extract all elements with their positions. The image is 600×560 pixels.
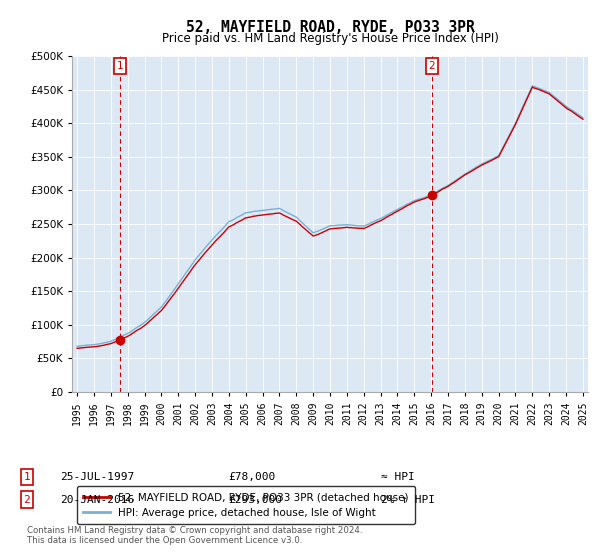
Text: 52, MAYFIELD ROAD, RYDE, PO33 3PR: 52, MAYFIELD ROAD, RYDE, PO33 3PR bbox=[185, 20, 475, 35]
Text: £293,000: £293,000 bbox=[228, 494, 282, 505]
Text: 25-JUL-1997: 25-JUL-1997 bbox=[60, 472, 134, 482]
Text: ≈ HPI: ≈ HPI bbox=[381, 472, 415, 482]
Text: Price paid vs. HM Land Registry's House Price Index (HPI): Price paid vs. HM Land Registry's House … bbox=[161, 32, 499, 45]
Text: Contains HM Land Registry data © Crown copyright and database right 2024.
This d: Contains HM Land Registry data © Crown c… bbox=[27, 526, 362, 545]
Text: 1: 1 bbox=[117, 61, 124, 71]
Text: 2% ↑ HPI: 2% ↑ HPI bbox=[381, 494, 435, 505]
Text: 1: 1 bbox=[23, 472, 31, 482]
Text: £78,000: £78,000 bbox=[228, 472, 275, 482]
Legend: 52, MAYFIELD ROAD, RYDE, PO33 3PR (detached house), HPI: Average price, detached: 52, MAYFIELD ROAD, RYDE, PO33 3PR (detac… bbox=[77, 486, 415, 524]
Text: 2: 2 bbox=[429, 61, 436, 71]
Text: 2: 2 bbox=[23, 494, 31, 505]
Text: 20-JAN-2016: 20-JAN-2016 bbox=[60, 494, 134, 505]
